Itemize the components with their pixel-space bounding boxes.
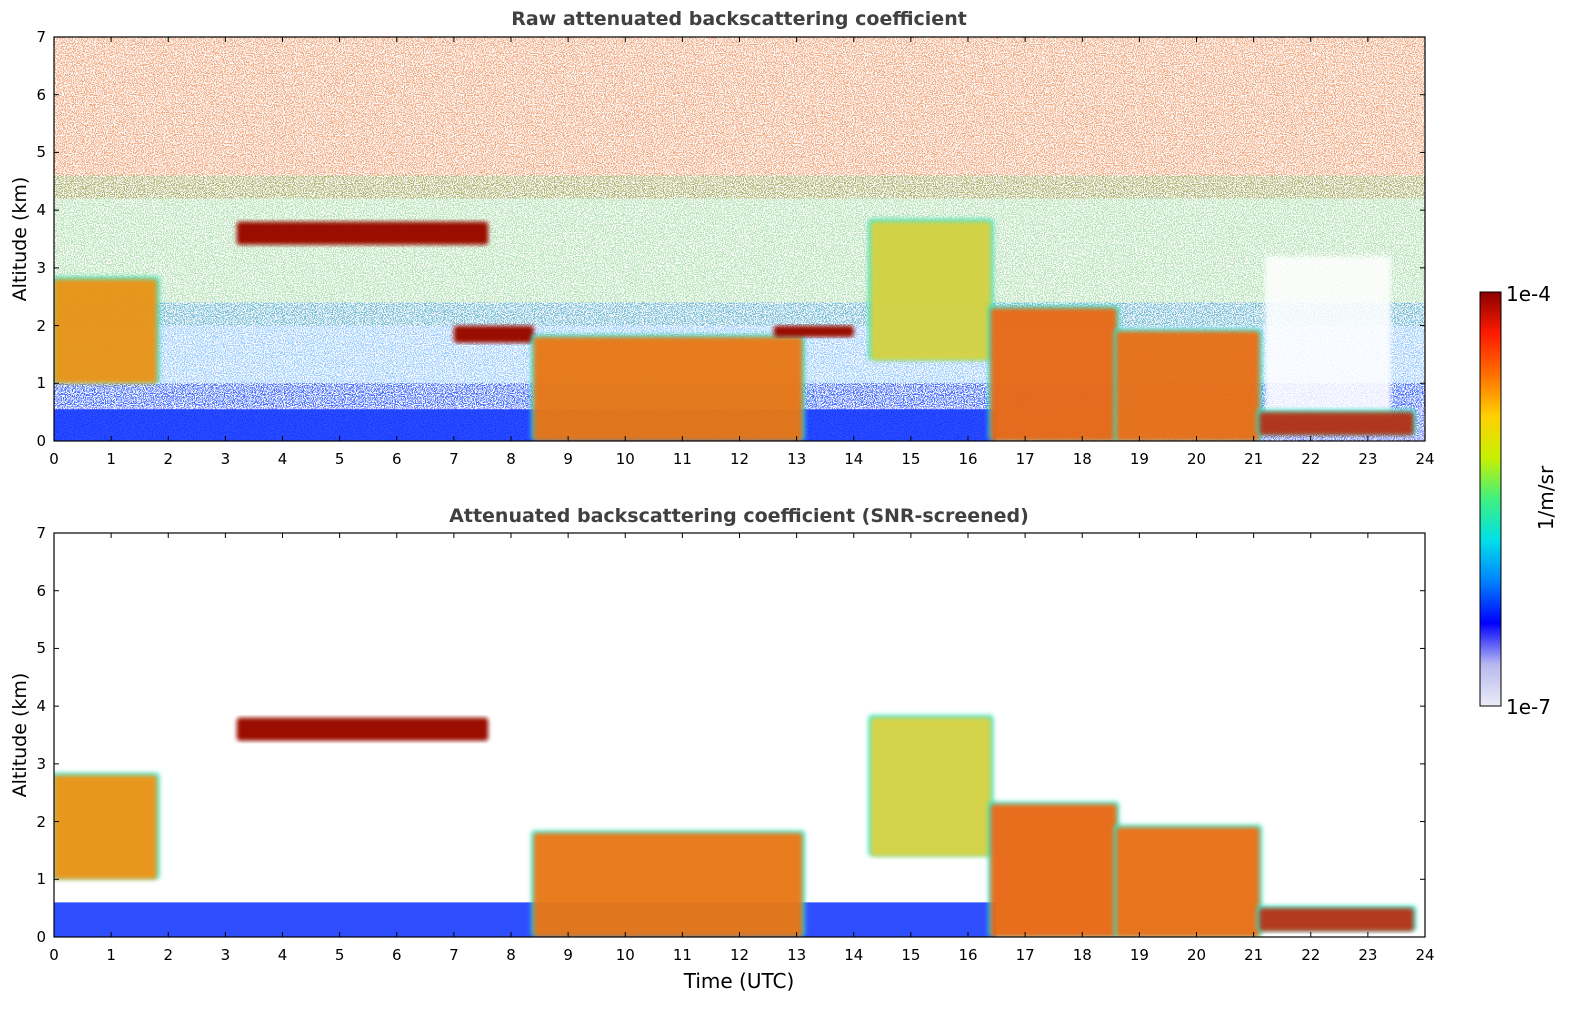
x-tick-label: 14 [844,946,864,964]
x-tick-label: 10 [615,946,635,964]
x-tick-label: 15 [901,450,921,468]
feature-mid-cloud-layer [236,717,489,741]
feature-virga [870,717,991,857]
x-tick-label: 22 [1301,450,1321,468]
y-tick-label: 2 [36,316,46,335]
y-tick-label: 2 [36,812,46,831]
x-tick-label: 1 [106,946,116,964]
x-tick-label: 3 [220,946,231,964]
bottom-heatmap-panel [54,714,1417,937]
x-tick-label: 14 [844,450,864,468]
x-tick-label: 5 [334,946,345,964]
colorbar [1479,291,1502,707]
x-tick-label: 6 [391,946,402,964]
noise-band [54,175,1425,326]
colorbar-min-label: 1e-7 [1506,695,1551,719]
feature-convective-cloud [990,308,1117,441]
x-tick-label: 4 [277,450,288,468]
x-tick-label: 18 [1072,450,1092,468]
x-tick-label: 24 [1415,946,1435,964]
x-tick-label: 2 [163,450,174,468]
feature-virga [870,221,991,361]
top-chart-title: Raw attenuated backscattering coefficien… [511,8,967,30]
y-tick-label: 0 [36,928,46,946]
top-heatmap-panel [54,37,1425,441]
feature-low-cloud [54,775,157,880]
y-tick-label: 5 [36,639,46,658]
feature-cloud-layer [773,325,854,338]
x-tick-label: 0 [49,946,59,964]
x-tick-label: 15 [901,946,921,964]
x-tick-label: 12 [729,946,750,964]
x-tick-label: 16 [958,946,978,964]
y-tick-label: 6 [36,85,46,104]
y-tick-label: 4 [36,201,46,220]
x-tick-label: 7 [449,450,459,468]
y-tick-label: 5 [36,143,46,162]
bottom-chart-title: Attenuated backscattering coefficient (S… [449,505,1029,527]
feature-cloud-layer [453,325,534,343]
x-tick-label: 17 [1015,946,1035,964]
x-tick-label: 9 [563,450,573,468]
feature-boundary-layer-cloud [1116,827,1260,937]
x-tick-label: 4 [277,946,288,964]
x-tick-label: 11 [672,946,692,964]
x-tick-label: 16 [958,450,978,468]
x-tick-label: 11 [672,450,692,468]
bottom-chart-xlabel: Time (UTC) [683,969,795,993]
feature-stratus [1259,412,1414,436]
x-tick-label: 7 [449,946,459,964]
y-tick-label: 1 [36,870,46,889]
x-tick-label: 21 [1244,450,1264,468]
x-tick-label: 5 [334,450,345,468]
x-tick-label: 6 [391,450,402,468]
x-tick-label: 17 [1015,450,1035,468]
x-tick-label: 2 [163,946,174,964]
feature-low-cloud [54,279,157,384]
x-tick-label: 22 [1301,946,1321,964]
y-tick-label: 7 [36,28,46,46]
x-tick-label: 12 [729,450,750,468]
clear-region [1265,256,1391,418]
y-tick-label: 6 [36,581,46,600]
feature-convective-cloud [990,804,1117,937]
x-tick-label: 13 [787,450,807,468]
x-tick-label: 8 [506,946,516,964]
feature-stratus [1259,908,1414,932]
x-tick-label: 21 [1244,946,1264,964]
y-tick-label: 7 [36,524,46,542]
y-tick-label: 4 [36,697,46,716]
x-tick-label: 13 [787,946,807,964]
x-tick-label: 9 [563,946,573,964]
y-tick-label: 0 [36,432,46,450]
x-tick-label: 18 [1072,946,1092,964]
x-tick-label: 0 [49,450,59,468]
x-tick-label: 1 [106,450,116,468]
y-tick-label: 3 [36,258,46,277]
colorbar-max-label: 1e-4 [1506,282,1551,306]
x-tick-label: 3 [220,450,231,468]
x-tick-label: 20 [1186,450,1207,468]
x-tick-label: 23 [1358,946,1378,964]
x-tick-label: 23 [1358,450,1378,468]
feature-precipitation [533,833,803,937]
x-tick-label: 19 [1129,946,1149,964]
feature-boundary-layer-cloud [1116,331,1260,441]
feature-boundary-layer-noise [54,409,997,441]
feature-boundary-layer [54,902,997,937]
y-tick-label: 3 [36,754,46,773]
feature-mid-cloud-layer [236,221,489,245]
y-tick-label: 1 [36,374,46,393]
x-tick-label: 20 [1186,946,1207,964]
x-tick-label: 19 [1129,450,1149,468]
feature-precipitation [533,337,803,441]
x-tick-label: 10 [615,450,635,468]
x-tick-label: 24 [1415,450,1435,468]
x-tick-label: 8 [506,450,516,468]
noise-band [54,37,1425,199]
